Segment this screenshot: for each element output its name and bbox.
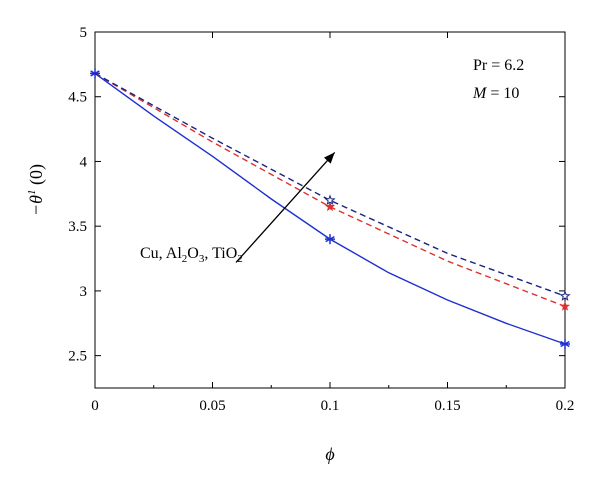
x-axis-label: ϕ bbox=[325, 444, 334, 464]
arrow-head bbox=[324, 152, 335, 164]
y-tick-label: 5 bbox=[80, 25, 88, 41]
data-point bbox=[559, 290, 571, 301]
param-annotation: M = 10 bbox=[472, 85, 519, 102]
data-point bbox=[324, 201, 336, 212]
x-tick-label: 0 bbox=[91, 398, 99, 414]
data-point bbox=[560, 338, 570, 349]
x-tick-label: 0.1 bbox=[321, 398, 340, 414]
y-tick-label: 4 bbox=[80, 154, 88, 170]
y-tick-label: 4.5 bbox=[68, 90, 87, 106]
series-2 bbox=[94, 72, 571, 301]
series-line bbox=[94, 72, 566, 308]
arrow-label: Cu, Al2O3, TiO2 bbox=[140, 245, 243, 265]
series-layer bbox=[90, 68, 571, 349]
data-point bbox=[559, 301, 571, 311]
data-point bbox=[324, 194, 336, 206]
annotation-layer: Pr = 6.2 M = 10 Cu, Al2O3, TiO2 bbox=[140, 57, 524, 265]
y-tick-label: 3.5 bbox=[68, 219, 87, 235]
series-line bbox=[94, 72, 566, 297]
param-annotation: Pr = 6.2 bbox=[473, 57, 524, 74]
arrow-line bbox=[235, 151, 336, 263]
plot-axes: 0 0.05 0.1 0.15 0.2 2.5 3 3.5 4 4.5 5 bbox=[68, 25, 574, 414]
x-tick-label: 0.2 bbox=[556, 398, 575, 414]
x-tick-label: 0.05 bbox=[199, 398, 225, 414]
y-axis-label: −θ1 (0) bbox=[26, 164, 47, 216]
data-point bbox=[325, 234, 335, 245]
y-tick-label: 3 bbox=[80, 284, 88, 300]
x-tick-label: 0.15 bbox=[434, 398, 460, 414]
y-tick-label: 2.5 bbox=[68, 349, 87, 365]
series-1 bbox=[94, 72, 571, 311]
